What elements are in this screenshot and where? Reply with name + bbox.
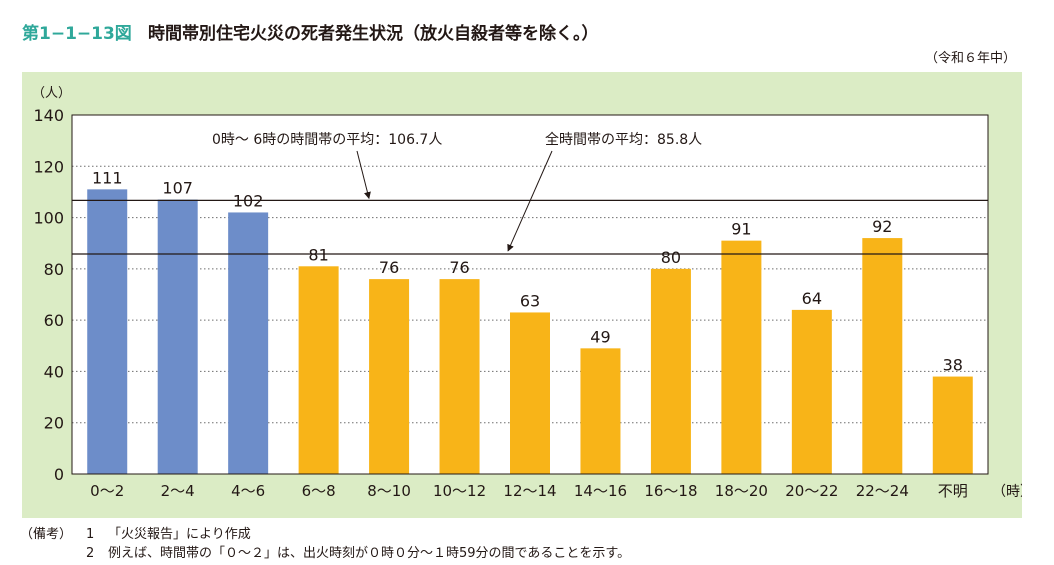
bar-value-label: 91	[731, 220, 751, 239]
x-tick-label: 6～8	[302, 482, 336, 500]
period-label: （令和６年中）	[924, 51, 1016, 66]
notes-label: （備考）	[20, 527, 73, 542]
annotation-arrow	[356, 150, 371, 200]
bar	[228, 212, 269, 474]
x-tick-label: 20～22	[785, 482, 838, 500]
x-tick-label: 12～14	[503, 482, 556, 500]
bar	[510, 312, 550, 474]
y-tick-label: 60	[44, 311, 64, 330]
bar	[298, 266, 339, 474]
y-tick-label: 0	[54, 465, 64, 484]
y-tick-label: 80	[44, 260, 64, 279]
y-tick-label: 120	[33, 157, 64, 176]
x-tick-label: 22～24	[856, 482, 909, 500]
bar	[791, 309, 832, 474]
bar	[721, 240, 762, 474]
x-tick-label: 0～2	[90, 482, 124, 500]
bar	[650, 268, 691, 474]
y-tick-label: 100	[33, 209, 64, 228]
chart-panel: 0 20 40 60 80 100 120 140 （人） 111 0～2 107 2～4 102 4～6 8…	[22, 72, 1022, 518]
bar-value-label: 49	[590, 327, 610, 346]
plot-frame	[71, 114, 989, 475]
bar-chart: 020406080100120140（人）1110～21072～41024～68…	[32, 86, 1022, 500]
x-tick-label: 2～4	[161, 482, 195, 500]
bar-value-label: 63	[520, 291, 540, 310]
x-tick-label: 14～16	[574, 482, 627, 500]
x-tick-label: 18～20	[715, 482, 768, 500]
y-tick-label: 20	[44, 414, 64, 433]
x-axis-label: （時）	[992, 484, 1022, 500]
bar	[157, 199, 198, 474]
note-item-2: 2 例えば、時間帯の「０～２」は、出火時刻が０時０分～１時59分の間であることを示…	[86, 542, 630, 561]
bar-value-label: 80	[661, 248, 681, 267]
bar	[369, 279, 410, 474]
note-number: 2	[86, 546, 95, 561]
bar-value-label: 81	[308, 245, 328, 264]
average-annotation-0-6: 0時～ 6時の時間帯の平均：106.7人	[212, 132, 442, 148]
bar-value-label: 76	[449, 258, 469, 277]
x-tick-label: 不明	[938, 482, 968, 500]
bar-value-label: 38	[943, 356, 963, 375]
annotation-arrow	[507, 150, 553, 252]
note-number: 1	[86, 527, 95, 542]
figure-number: 第1−1−13図	[22, 24, 132, 44]
bar-value-label: 64	[802, 289, 822, 308]
y-axis-label: （人）	[32, 86, 71, 101]
figure-title: 時間帯別住宅火災の死者発生状況（放火自殺者等を除く。）	[148, 24, 599, 44]
note-item-1: 1 「火災報告」により作成	[86, 523, 251, 542]
bar	[862, 238, 903, 474]
bar-value-label: 111	[92, 168, 123, 187]
note-text: 「火災報告」により作成	[108, 527, 251, 542]
y-tick-label: 140	[33, 106, 64, 125]
x-tick-label: 4～6	[231, 482, 265, 500]
x-tick-label: 8～10	[367, 482, 411, 500]
x-tick-label: 16～18	[644, 482, 697, 500]
note-text: 例えば、時間帯の「０～２」は、出火時刻が０時０分～１時59分の間であることを示す…	[108, 546, 631, 561]
bar-value-label: 92	[872, 217, 892, 236]
bar-value-label: 76	[379, 258, 399, 277]
bar	[87, 189, 128, 474]
average-annotation-all: 全時間帯の平均：85.8人	[545, 131, 702, 148]
x-tick-label: 10～12	[433, 482, 486, 500]
y-tick-label: 40	[44, 362, 64, 381]
bar	[439, 279, 480, 474]
bar-value-label: 107	[162, 179, 193, 198]
bar	[932, 376, 973, 474]
bar	[580, 348, 621, 474]
